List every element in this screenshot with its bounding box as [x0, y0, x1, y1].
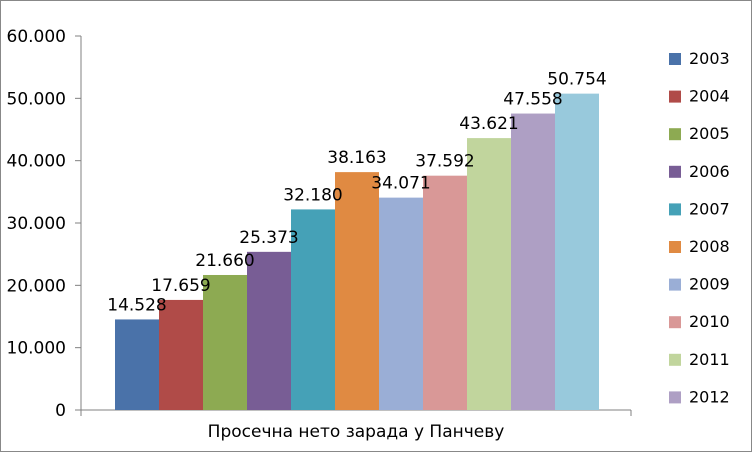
legend-label: 2011 [689, 350, 730, 369]
legend-swatch [669, 353, 681, 366]
bar-value-label: 37.592 [415, 152, 474, 172]
legend-label: 2009 [689, 275, 730, 294]
legend-label: 2003 [689, 49, 730, 68]
bar [467, 138, 511, 410]
legend-swatch [669, 316, 681, 329]
legend-label: 2006 [689, 162, 730, 181]
bar-value-label: 25.373 [239, 228, 298, 248]
y-tick-label: 0 [55, 401, 66, 421]
bar [335, 172, 379, 410]
legend-label: 2004 [689, 87, 730, 106]
bar-value-label: 38.163 [327, 148, 386, 168]
bar-value-label: 43.621 [459, 114, 518, 134]
y-tick-label: 20.000 [7, 276, 66, 296]
bar [291, 209, 335, 410]
legend-label: 2008 [689, 237, 730, 256]
legend-label: 2007 [689, 199, 730, 218]
bar [159, 299, 203, 410]
bar [379, 197, 423, 410]
bar-value-label: 47.558 [503, 90, 562, 110]
legend-swatch [669, 241, 681, 253]
legend-swatch [669, 128, 681, 141]
y-tick-label: 10.000 [7, 339, 66, 359]
legend-swatch [669, 165, 681, 178]
bar [115, 319, 159, 410]
bar-value-label: 34.071 [371, 174, 430, 194]
x-category-label: Просечна нето зарада у Панчеву [208, 422, 505, 442]
legend-label: 2005 [689, 124, 730, 143]
bar [423, 175, 467, 410]
bar [247, 251, 291, 410]
bar [203, 274, 247, 410]
y-tick-label: 30.000 [7, 214, 66, 234]
legend: 2003 2004 2005 2006 2007 2008 2009 2010 2011 2012 [669, 49, 730, 406]
bar-value-label: 32.180 [283, 185, 342, 205]
y-tick-label: 60.000 [7, 27, 66, 47]
legend-swatch [669, 90, 681, 103]
bar-value-label: 17.659 [151, 276, 210, 296]
bar-value-label: 50.754 [547, 70, 606, 90]
legend-swatch [669, 203, 681, 216]
y-tick-label: 50.000 [7, 89, 66, 109]
bar-value-label: 14.528 [107, 295, 166, 315]
bar [511, 113, 555, 411]
axes: 0 10.000 20.000 30.000 40.000 50.000 60.000 Про… [7, 27, 632, 442]
bar-value-label: 21.660 [195, 251, 254, 271]
bar [555, 93, 599, 411]
y-tick-label: 40.000 [7, 152, 66, 172]
legend-swatch [669, 53, 681, 65]
legend-swatch [669, 278, 681, 291]
bars [115, 93, 599, 411]
legend-label: 2010 [689, 312, 730, 331]
legend-swatch [669, 391, 681, 404]
legend-label: 2012 [689, 387, 730, 406]
